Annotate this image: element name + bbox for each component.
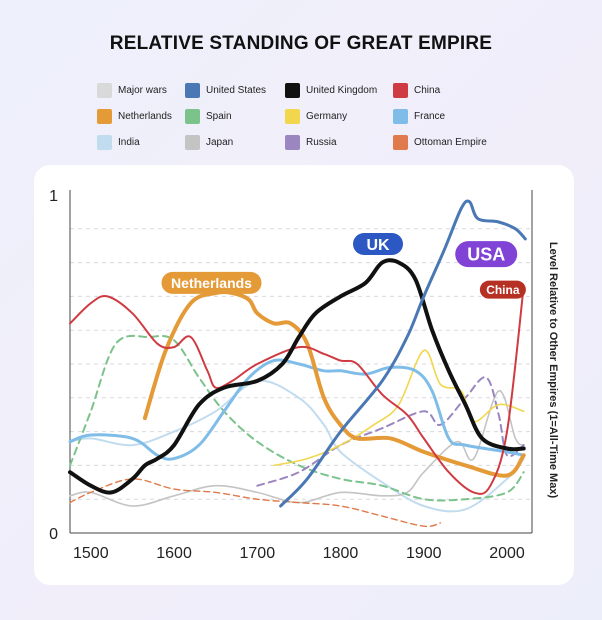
legend-label: Major wars: [118, 84, 167, 96]
x-tick-label: 1900: [406, 545, 442, 562]
legend-swatch: [185, 108, 200, 124]
legend-swatch: [185, 82, 200, 98]
legend-item: Spain: [185, 108, 285, 124]
legend-swatch: [393, 82, 408, 98]
legend-label: Ottoman Empire: [414, 136, 487, 148]
annotation-pill: [455, 241, 518, 268]
legend-label: Russia: [306, 136, 337, 148]
legend-label: China: [414, 84, 441, 96]
series-line-ottoman-empire: [69, 478, 442, 528]
legend: Major wars United States United Kingdom Chi…: [97, 82, 517, 150]
legend-swatch: [285, 108, 300, 124]
x-tick-label: 1800: [323, 545, 359, 562]
legend-swatch: [97, 82, 112, 98]
legend-item: Japan: [185, 134, 285, 150]
series-line-india: [69, 379, 525, 513]
legend-label: Germany: [306, 110, 348, 122]
x-tick-label: 1700: [240, 545, 276, 562]
series-line-spain: [69, 334, 525, 502]
legend-swatch: [393, 108, 408, 124]
series-line-united-kingdom: [68, 258, 526, 495]
annotation-label: China: [486, 283, 520, 297]
legend-swatch: [97, 134, 112, 150]
legend-item: United Kingdom: [285, 82, 393, 98]
legend-item: Russia: [285, 134, 393, 150]
series-line-germany: [273, 349, 525, 467]
legend-swatch: [393, 134, 408, 150]
legend-swatch: [185, 134, 200, 150]
legend-label: France: [414, 110, 446, 122]
chart-card: 0 1 1500 1600 1700 1800 1900 2000 UK USA Netherlan…: [34, 165, 574, 585]
legend-label: Spain: [206, 110, 232, 122]
legend-label: India: [118, 136, 140, 148]
series-line-china: [69, 285, 525, 495]
legend-swatch: [97, 108, 112, 124]
annotation-label: Netherlands: [171, 275, 252, 291]
y-tick-label: 0: [49, 526, 58, 543]
legend-item: Netherlands: [97, 108, 185, 124]
chart-title: RELATIVE STANDING OF GREAT EMPIRE: [109, 33, 493, 54]
legend-swatch: [285, 82, 300, 98]
legend-item: India: [97, 134, 185, 150]
annotation-label: USA: [467, 245, 505, 265]
legend-swatch: [285, 134, 300, 150]
annotation-pill: [353, 233, 403, 256]
y-axis-label: Level Relative to Other Empires (1=All-T…: [547, 241, 559, 499]
legend-item: Ottoman Empire: [393, 134, 503, 150]
legend-item: France: [393, 108, 503, 124]
annotation-pill: [161, 271, 262, 294]
annotation-pill: [479, 280, 526, 299]
legend-item: Germany: [285, 108, 393, 124]
x-tick-label: 2000: [489, 545, 525, 562]
x-tick-label: 1500: [73, 545, 109, 562]
x-tick-label: 1600: [156, 545, 192, 562]
series-line-united-states: [279, 199, 527, 508]
y-tick-label: 1: [49, 188, 58, 205]
legend-label: Netherlands: [118, 110, 172, 122]
legend-item: United States: [185, 82, 285, 98]
line-chart: 0 1 1500 1600 1700 1800 1900 2000 UK USA Netherlan…: [49, 188, 533, 562]
series-line-russia: [256, 376, 525, 487]
legend-item: Major wars: [97, 82, 185, 98]
legend-label: United Kingdom: [306, 84, 378, 96]
series-line-japan: [69, 390, 525, 507]
legend-item: China: [393, 82, 503, 98]
annotation-label: UK: [366, 237, 390, 254]
legend-label: United States: [206, 84, 267, 96]
legend-label: Japan: [206, 136, 234, 148]
